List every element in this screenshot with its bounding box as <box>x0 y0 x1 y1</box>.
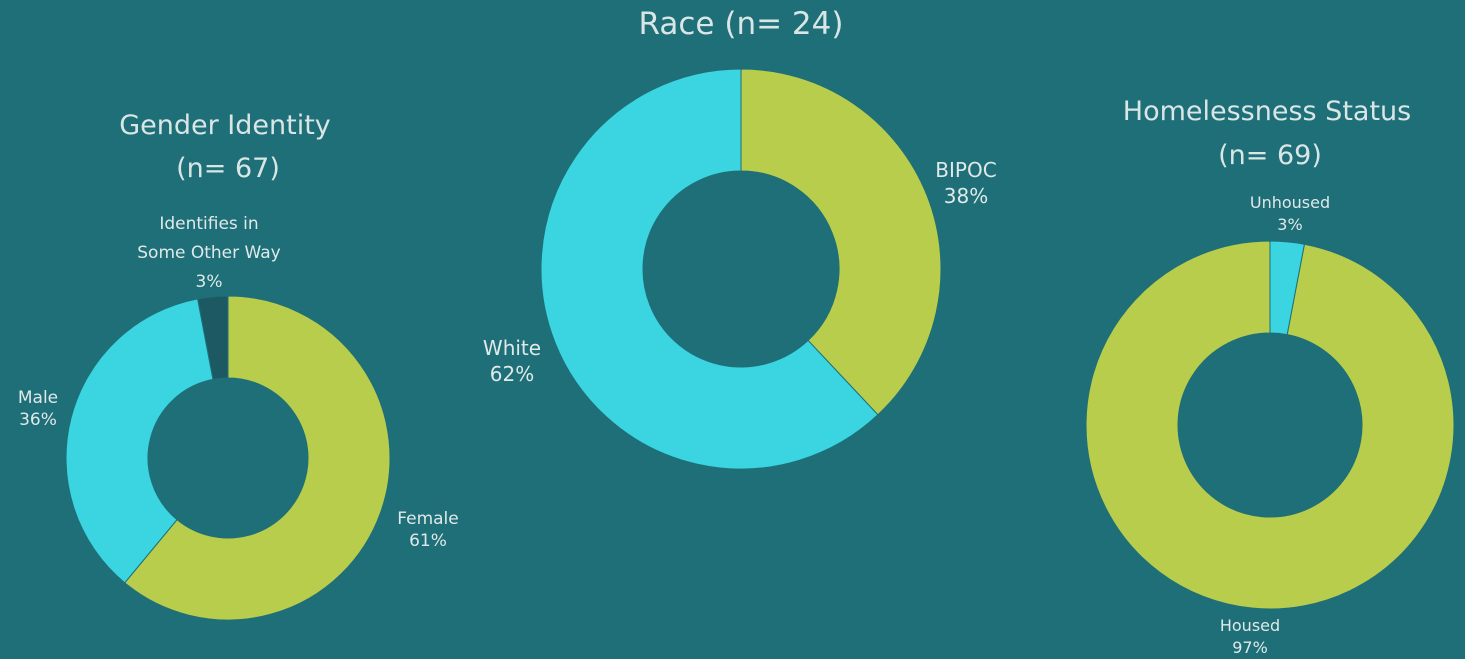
gender-other-label: Identifies in Some Other Way 3% <box>137 210 281 297</box>
race-bipoc-label: BIPOC 38% <box>935 157 996 209</box>
gender-chart-title: Gender Identity <box>119 110 331 141</box>
slice-percent: 3% <box>137 268 281 297</box>
homelessness-chart-title: Homelessness Status <box>1123 96 1411 127</box>
gender-male-label: Male 36% <box>18 387 58 431</box>
homelessness-chart-subtitle: (n= 69) <box>1218 140 1322 171</box>
slice-name-line-2: Some Other Way <box>137 239 281 268</box>
slice-name: Female <box>397 508 458 530</box>
slice-percent: 97% <box>1220 637 1280 659</box>
slice-name: White <box>483 335 541 361</box>
slice-name: BIPOC <box>935 157 996 183</box>
gender-chart-subtitle: (n= 67) <box>176 153 280 184</box>
slice-name-line-1: Identifies in <box>137 210 281 239</box>
slice-percent: 62% <box>483 361 541 387</box>
race-white-label: White 62% <box>483 335 541 387</box>
slice-percent: 36% <box>18 409 58 431</box>
slice-name: Unhoused <box>1250 192 1330 214</box>
race-chart-title: Race (n= 24) <box>639 6 844 42</box>
homelessness-slice-housed <box>1086 241 1454 609</box>
slice-name: Male <box>18 387 58 409</box>
slice-name: Housed <box>1220 615 1280 637</box>
homelessness-housed-label: Housed 97% <box>1220 615 1280 659</box>
homelessness-unhoused-label: Unhoused 3% <box>1250 192 1330 236</box>
gender-female-label: Female 61% <box>397 508 458 552</box>
slice-percent: 3% <box>1250 214 1330 236</box>
slice-percent: 38% <box>935 183 996 209</box>
slice-percent: 61% <box>397 530 458 552</box>
